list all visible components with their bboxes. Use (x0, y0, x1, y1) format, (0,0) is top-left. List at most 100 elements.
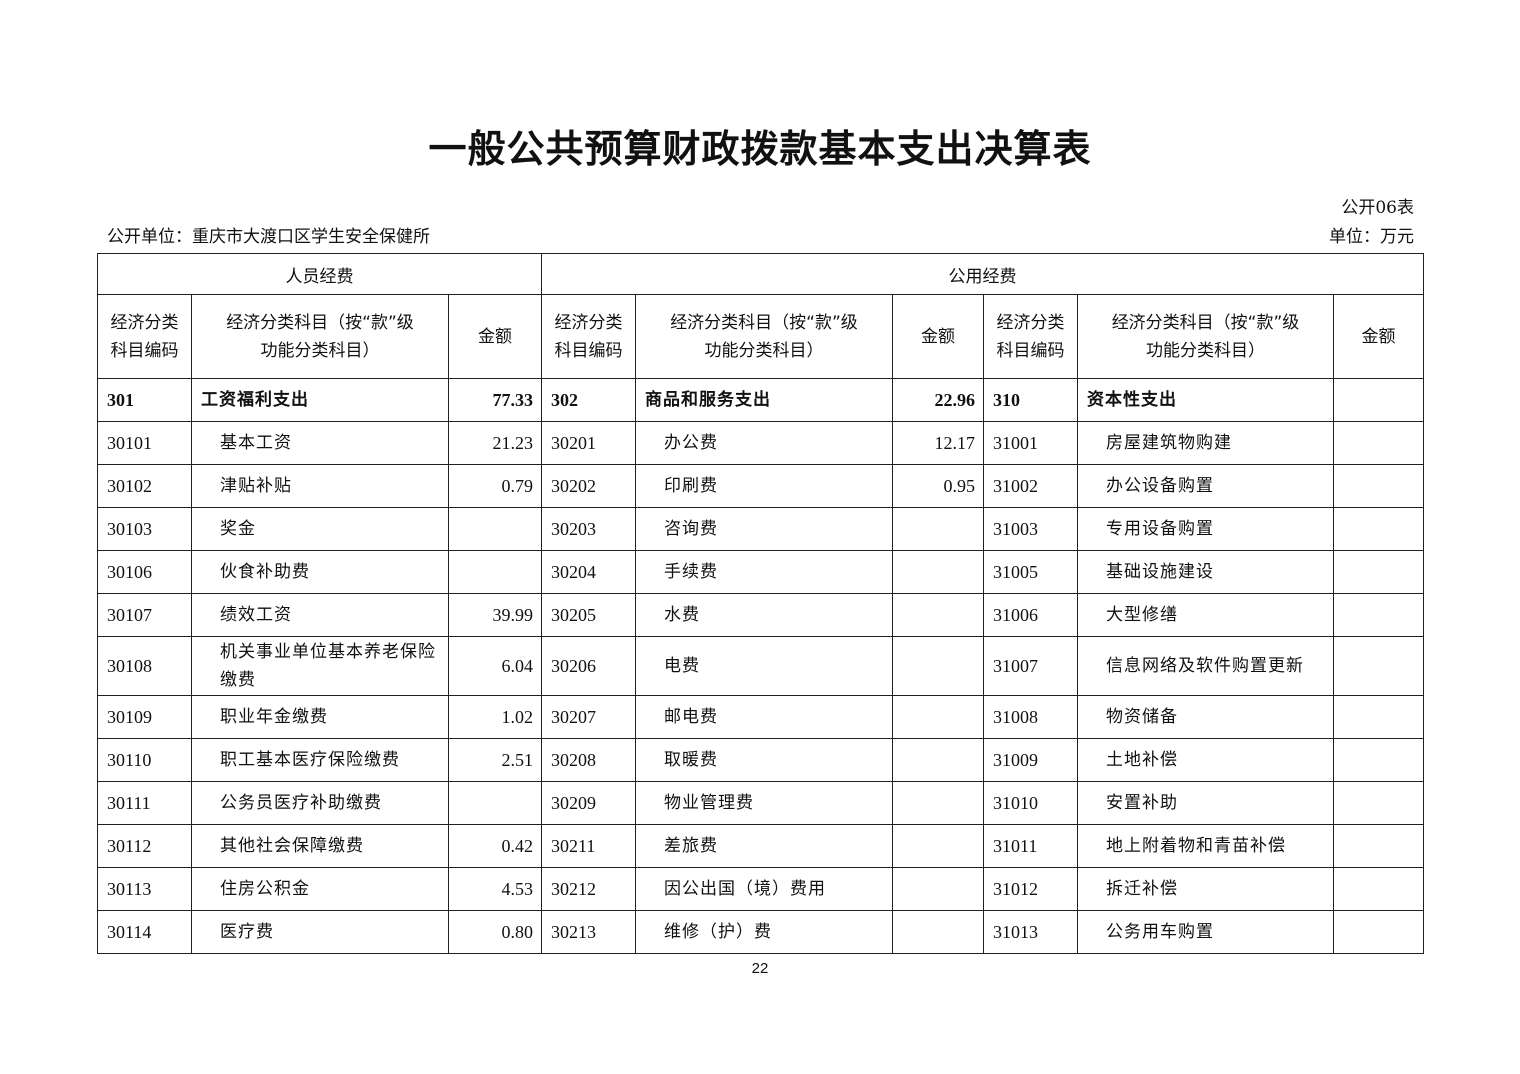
cell-amount: 77.33 (448, 378, 542, 422)
cell-amount (448, 550, 542, 594)
cell-code: 31008 (983, 695, 1078, 739)
cell-amount (892, 695, 984, 739)
cell-amount (892, 738, 984, 782)
cell-code: 302 (541, 378, 636, 422)
cell-code: 30206 (541, 636, 636, 696)
cell-amount (1333, 695, 1424, 739)
cell-amount (1333, 867, 1424, 911)
cell-name: 印刷费 (635, 464, 893, 508)
cell-name: 职工基本医疗保险缴费 (191, 738, 449, 782)
cell-amount (892, 550, 984, 594)
cell-code: 30110 (97, 738, 192, 782)
cell-code: 31007 (983, 636, 1078, 696)
cell-code: 30114 (97, 910, 192, 954)
cell-code: 30202 (541, 464, 636, 508)
cell-code: 30212 (541, 867, 636, 911)
table-row: 30111 公务员医疗补助缴费 30209 物业管理费 31010 安置补助 (97, 781, 1424, 825)
cell-code: 31013 (983, 910, 1078, 954)
cell-code: 30112 (97, 824, 192, 868)
cell-code: 30101 (97, 421, 192, 465)
header-code: 经济分类科目编码 (97, 294, 192, 379)
cell-code: 30108 (97, 636, 192, 696)
cell-amount (892, 593, 984, 637)
cell-name: 土地补偿 (1077, 738, 1334, 782)
cell-code: 31011 (983, 824, 1078, 868)
cell-code: 31012 (983, 867, 1078, 911)
table-row: 30109 职业年金缴费 1.02 30207 邮电费 31008 物资储备 (97, 695, 1424, 739)
cell-amount (892, 781, 984, 825)
cell-amount (1333, 421, 1424, 465)
header-amount: 金额 (892, 294, 984, 379)
cell-code: 30203 (541, 507, 636, 551)
cell-amount: 39.99 (448, 593, 542, 637)
group-personnel: 人员经费 (97, 253, 542, 295)
cell-code: 30208 (541, 738, 636, 782)
cell-code: 31006 (983, 593, 1078, 637)
cell-amount (1333, 738, 1424, 782)
cell-amount: 2.51 (448, 738, 542, 782)
cell-name: 医疗费 (191, 910, 449, 954)
cell-amount: 0.79 (448, 464, 542, 508)
cell-name: 办公费 (635, 421, 893, 465)
page-title: 一般公共预算财政拨款基本支出决算表 (428, 127, 1092, 171)
cell-name: 取暖费 (635, 738, 893, 782)
group-header-row: 人员经费 公用经费 (97, 253, 1424, 295)
header-amount: 金额 (1333, 294, 1424, 379)
cell-amount (1333, 550, 1424, 594)
cell-amount: 0.95 (892, 464, 984, 508)
expenditure-table: 人员经费 公用经费 经济分类科目编码 经济分类科目（按“款”级功能分类科目） 金… (97, 253, 1424, 954)
cell-amount (892, 867, 984, 911)
cell-amount (448, 781, 542, 825)
header-name: 经济分类科目（按“款”级功能分类科目） (635, 294, 893, 379)
cell-amount (1333, 910, 1424, 954)
page-number: 22 (751, 960, 769, 977)
cell-name: 工资福利支出 (191, 378, 449, 422)
cell-code: 30205 (541, 593, 636, 637)
cell-name: 基础设施建设 (1077, 550, 1334, 594)
cell-amount (1333, 378, 1424, 422)
cell-code: 30111 (97, 781, 192, 825)
cell-name: 物资储备 (1077, 695, 1334, 739)
cell-code: 31010 (983, 781, 1078, 825)
cell-code: 31005 (983, 550, 1078, 594)
cell-name: 地上附着物和青苗补偿 (1077, 824, 1334, 868)
table-row: 301 工资福利支出 77.33 302 商品和服务支出 22.96 310 资本性支出 (97, 378, 1424, 422)
cell-name: 房屋建筑物购建 (1077, 421, 1334, 465)
cell-amount (1333, 824, 1424, 868)
table-row: 30108 机关事业单位基本养老保险缴费 6.04 30206 电费 31007 信息网络及… (97, 636, 1424, 696)
cell-amount: 22.96 (892, 378, 984, 422)
table-row: 30107 绩效工资 39.99 30205 水费 31006 大型修缮 (97, 593, 1424, 637)
cell-code: 31003 (983, 507, 1078, 551)
table-row: 30110 职工基本医疗保险缴费 2.51 30208 取暖费 31009 土地补偿 (97, 738, 1424, 782)
reporting-unit: 公开单位：重庆市大渡口区学生安全保健所 (107, 227, 430, 247)
header-name: 经济分类科目（按“款”级功能分类科目） (191, 294, 449, 379)
cell-code: 30103 (97, 507, 192, 551)
cell-name: 伙食补助费 (191, 550, 449, 594)
money-unit: 单位：万元 (1329, 227, 1414, 247)
cell-name: 咨询费 (635, 507, 893, 551)
cell-code: 30102 (97, 464, 192, 508)
cell-amount (892, 507, 984, 551)
cell-code: 30107 (97, 593, 192, 637)
cell-code: 301 (97, 378, 192, 422)
cell-code: 31002 (983, 464, 1078, 508)
table-row: 30106 伙食补助费 30204 手续费 31005 基础设施建设 (97, 550, 1424, 594)
cell-amount (1333, 636, 1424, 696)
cell-amount (892, 824, 984, 868)
column-header-row: 经济分类科目编码 经济分类科目（按“款”级功能分类科目） 金额 经济分类科目编码… (97, 294, 1424, 379)
cell-name: 公务员医疗补助缴费 (191, 781, 449, 825)
cell-amount: 1.02 (448, 695, 542, 739)
header-code: 经济分类科目编码 (541, 294, 636, 379)
header-name: 经济分类科目（按“款”级功能分类科目） (1077, 294, 1334, 379)
cell-name: 因公出国（境）费用 (635, 867, 893, 911)
cell-amount: 6.04 (448, 636, 542, 696)
cell-name: 维修（护）费 (635, 910, 893, 954)
cell-code: 31001 (983, 421, 1078, 465)
cell-amount: 12.17 (892, 421, 984, 465)
cell-code: 31009 (983, 738, 1078, 782)
cell-code: 30211 (541, 824, 636, 868)
cell-amount: 0.80 (448, 910, 542, 954)
cell-code: 30204 (541, 550, 636, 594)
cell-name: 邮电费 (635, 695, 893, 739)
table-row: 30103 奖金 30203 咨询费 31003 专用设备购置 (97, 507, 1424, 551)
